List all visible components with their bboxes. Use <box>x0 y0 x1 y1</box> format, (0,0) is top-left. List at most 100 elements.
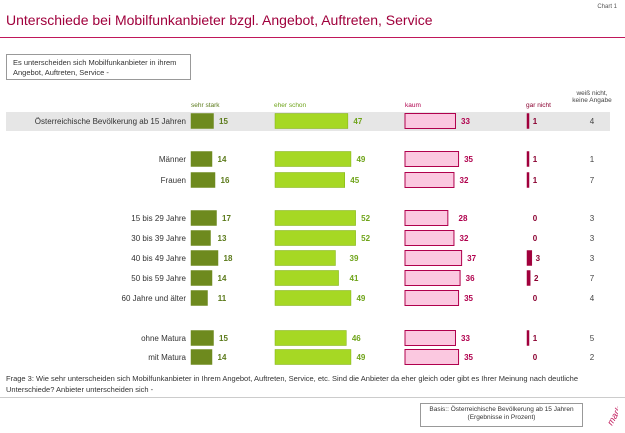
data-label: 49 <box>356 353 365 362</box>
data-label: 1 <box>533 155 538 164</box>
title-divider <box>0 37 625 38</box>
basis-box: Basis:: Österreichische Bevölkerung ab 1… <box>420 403 583 427</box>
data-label: 0 <box>533 214 538 223</box>
data-label-weiss-nicht: 7 <box>590 274 595 283</box>
data-label: 46 <box>352 334 361 343</box>
category-label: Frauen <box>161 176 186 185</box>
data-label-weiss-nicht: 5 <box>590 334 595 343</box>
bar-2 <box>404 270 461 286</box>
footer-question: Frage 3: Wie sehr unterscheiden sich Mob… <box>6 374 578 394</box>
data-label: 36 <box>466 274 475 283</box>
data-label: 35 <box>464 353 473 362</box>
bar-1 <box>274 349 352 365</box>
data-label: 45 <box>350 176 359 185</box>
market-logo: market <box>605 400 618 427</box>
page-title: Unterschiede bei Mobilfunkanbieter bzgl.… <box>6 12 433 28</box>
data-label: 13 <box>218 234 227 243</box>
data-label: 35 <box>464 155 473 164</box>
data-label-weiss-nicht: 3 <box>590 234 595 243</box>
data-label-weiss-nicht: 4 <box>590 294 595 303</box>
data-label: 17 <box>222 214 231 223</box>
bar-0 <box>190 250 219 266</box>
bar-0 <box>190 270 213 286</box>
data-label: 18 <box>224 254 233 263</box>
bar-0 <box>190 230 211 246</box>
data-label: 14 <box>218 353 227 362</box>
logo-text: market <box>605 400 618 427</box>
bar-1 <box>274 113 349 129</box>
data-label-weiss-nicht: 2 <box>590 353 595 362</box>
header-weiss-nicht: weiß nicht, keine Angabe <box>562 90 622 105</box>
bar-3 <box>526 172 530 188</box>
bar-2 <box>404 290 460 306</box>
bar-3 <box>526 113 530 129</box>
bar-2 <box>404 151 460 167</box>
category-label: 30 bis 39 Jahre <box>131 234 186 243</box>
category-label: mit Matura <box>148 353 186 362</box>
data-label: 52 <box>361 234 370 243</box>
bar-0 <box>190 330 214 346</box>
bar-3 <box>526 330 530 346</box>
data-label: 33 <box>461 117 470 126</box>
chart-number: Chart 1 <box>597 4 617 10</box>
data-label: 52 <box>361 214 370 223</box>
data-label: 2 <box>534 274 539 283</box>
basis-line1: Basis:: Österreichische Bevölkerung ab 1… <box>429 406 574 413</box>
bar-3 <box>526 270 531 286</box>
data-label: 37 <box>467 254 476 263</box>
header-eher-schon: eher schon <box>274 102 307 109</box>
bar-1 <box>274 330 347 346</box>
data-label: 3 <box>536 254 541 263</box>
data-label: 41 <box>350 274 359 283</box>
header-gar-nicht: gar nicht <box>526 102 551 109</box>
header-kaum: kaum <box>405 102 421 109</box>
bar-1 <box>274 230 356 246</box>
bar-2 <box>404 330 456 346</box>
category-label: 40 bis 49 Jahre <box>131 254 186 263</box>
data-label: 14 <box>218 274 227 283</box>
data-label: 33 <box>461 334 470 343</box>
data-label: 49 <box>356 294 365 303</box>
data-label: 15 <box>219 334 228 343</box>
bar-3 <box>526 151 530 167</box>
data-label-weiss-nicht: 3 <box>590 214 595 223</box>
bar-2 <box>404 172 455 188</box>
data-label-weiss-nicht: 7 <box>590 176 595 185</box>
question-box: Es unterscheiden sich Mobilfunkanbieter … <box>6 54 191 80</box>
data-label-weiss-nicht: 3 <box>590 254 595 263</box>
category-label: 15 bis 29 Jahre <box>131 214 186 223</box>
category-label: 60 Jahre und älter <box>122 294 187 303</box>
header-weiss-nicht-line2: keine Angabe <box>572 97 612 105</box>
data-label: 15 <box>219 117 228 126</box>
bar-0 <box>190 290 208 306</box>
data-label: 14 <box>218 155 227 164</box>
category-label: 50 bis 59 Jahre <box>131 274 186 283</box>
bar-0 <box>190 151 213 167</box>
header-weiss-nicht-line1: weiß nicht, <box>576 90 608 97</box>
data-label: 32 <box>460 234 469 243</box>
data-label: 28 <box>459 214 468 223</box>
data-label: 1 <box>533 117 538 126</box>
data-label: 35 <box>464 294 473 303</box>
bar-1 <box>274 290 352 306</box>
category-label: ohne Matura <box>141 334 186 343</box>
data-label: 49 <box>356 155 365 164</box>
bar-3 <box>526 250 533 266</box>
data-label: 1 <box>533 176 538 185</box>
bar-1 <box>274 172 345 188</box>
bar-1 <box>274 270 339 286</box>
data-label: 32 <box>460 176 469 185</box>
data-label: 1 <box>533 334 538 343</box>
data-label: 11 <box>218 294 227 303</box>
bar-2 <box>404 250 463 266</box>
data-label: 16 <box>221 176 230 185</box>
category-label: Österreichische Bevölkerung ab 15 Jahren <box>35 117 186 126</box>
bar-0 <box>190 349 213 365</box>
chart: Österreichische Bevölkerung ab 15 Jahren… <box>35 113 595 365</box>
bar-0 <box>190 172 216 188</box>
data-label: 0 <box>533 234 538 243</box>
bar-1 <box>274 151 352 167</box>
header-sehr-stark: sehr stark <box>191 102 220 109</box>
bar-2 <box>404 210 449 226</box>
bar-0 <box>190 113 214 129</box>
